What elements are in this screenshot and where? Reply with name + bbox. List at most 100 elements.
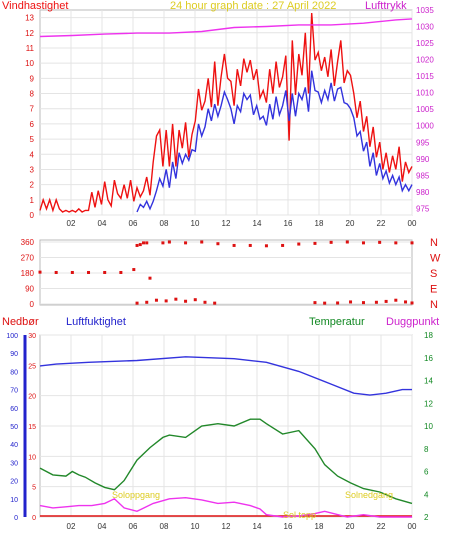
series-dewpoint: [39, 496, 412, 518]
left-axis-label: Vindhastighet: [2, 0, 68, 12]
direction-point: [349, 300, 353, 304]
series-wind: [136, 70, 413, 213]
humidity-tick-label: 5: [32, 485, 36, 492]
direction-point: [297, 242, 301, 246]
temperature-label: Temperatur: [309, 316, 365, 328]
right-tick-label: 1030: [416, 23, 434, 32]
direction-point: [103, 270, 107, 274]
rain-tick-label: 70: [10, 388, 18, 395]
direction-tick-label: 180: [21, 269, 35, 278]
x-tick-label: 00: [408, 522, 417, 531]
compass-label: S: [430, 268, 437, 280]
direction-point: [132, 268, 136, 272]
direction-point: [164, 299, 168, 303]
direction-point: [281, 243, 285, 247]
direction-point: [135, 301, 139, 305]
direction-point: [410, 301, 414, 305]
x-tick-label: 10: [191, 522, 200, 531]
series-pressure: [39, 18, 413, 38]
direction-point: [313, 301, 317, 305]
direction-point: [161, 241, 165, 245]
right-tick-label: 1015: [416, 72, 434, 81]
right-tick-label: 975: [416, 204, 430, 213]
humidity-tick-label: 30: [28, 333, 36, 340]
right-tick-label: 1035: [416, 6, 434, 15]
direction-point: [361, 241, 365, 245]
sunset-annotation: Solnedgang: [345, 490, 393, 500]
series-layer: [39, 356, 413, 518]
direction-point: [148, 276, 152, 280]
direction-point: [135, 243, 139, 247]
x-tick-label: 22: [377, 219, 386, 228]
left-tick-label: 2: [30, 181, 35, 190]
left-tick-label: 1: [30, 196, 35, 205]
direction-points: [38, 240, 414, 305]
direction-point: [213, 301, 217, 305]
direction-point: [138, 243, 142, 247]
temperature-tick-label: 2: [424, 513, 429, 522]
left-tick-label: 4: [30, 150, 35, 159]
x-tick-label: 04: [98, 522, 107, 531]
direction-point: [216, 242, 220, 246]
right-tick-label: 995: [416, 138, 430, 147]
direction-point: [54, 270, 58, 274]
direction-point: [203, 300, 207, 304]
direction-point: [193, 298, 197, 302]
left-tick-label: 10: [25, 59, 34, 68]
direction-point: [167, 240, 171, 244]
rain-tick-label: 20: [10, 479, 18, 486]
direction-point: [374, 300, 378, 304]
direction-point: [232, 243, 236, 247]
temperature-tick-label: 18: [424, 331, 433, 340]
direction-point: [248, 243, 252, 247]
direction-point: [174, 297, 178, 301]
direction-point: [345, 240, 349, 244]
direction-tick-label: 360: [21, 238, 35, 247]
direction-point: [404, 300, 408, 304]
right-tick-label: 990: [416, 155, 430, 164]
left-tick-label: 5: [30, 135, 35, 144]
rain-tick-label: 80: [10, 369, 18, 376]
direction-point: [154, 298, 158, 302]
left-tick-label: 3: [30, 165, 35, 174]
temperature-tick-label: 8: [424, 445, 429, 454]
direction-point: [119, 270, 123, 274]
compass-label: N: [430, 299, 438, 311]
rain-tick-label: 50: [10, 424, 18, 431]
rain-tick-label: 60: [10, 406, 18, 413]
x-tick-label: 16: [284, 522, 293, 531]
rain-tick-label: 40: [10, 442, 18, 449]
compass-label: E: [430, 284, 437, 296]
direction-point: [200, 240, 204, 244]
left-tick-label: 6: [30, 120, 35, 129]
direction-point: [361, 301, 365, 305]
left-tick-label: 13: [25, 14, 34, 23]
humidity-tick-label: 0: [32, 515, 36, 522]
humidity-temperature-panel: 0102030405060708090100051015202530246810…: [2, 316, 439, 531]
x-tick-label: 06: [129, 219, 138, 228]
direction-point: [145, 300, 149, 304]
dewpoint-label: Duggpunkt: [386, 316, 439, 328]
x-tick-label: 14: [253, 219, 262, 228]
direction-point: [38, 270, 42, 274]
temperature-tick-label: 14: [424, 377, 433, 386]
direction-point: [145, 241, 149, 245]
left-tick-label: 8: [30, 90, 35, 99]
temperature-tick-label: 4: [424, 490, 429, 499]
rain-tick-label: 90: [10, 351, 18, 358]
x-tick-label: 12: [222, 219, 231, 228]
series-temperature: [39, 418, 413, 505]
midday-annotation: Sol topp: [283, 510, 316, 520]
direction-point: [142, 241, 146, 245]
right-tick-label: 980: [416, 188, 430, 197]
right-tick-label: 985: [416, 171, 430, 180]
direction-point: [184, 241, 188, 245]
x-tick-label: 08: [160, 522, 169, 531]
humidity-label: Luftfuktighet: [66, 316, 126, 328]
compass-label: N: [430, 237, 438, 249]
left-tick-label: 12: [25, 29, 34, 38]
x-tick-label: 10: [191, 219, 200, 228]
direction-point: [264, 244, 268, 248]
rain-tick-label: 30: [10, 460, 18, 467]
